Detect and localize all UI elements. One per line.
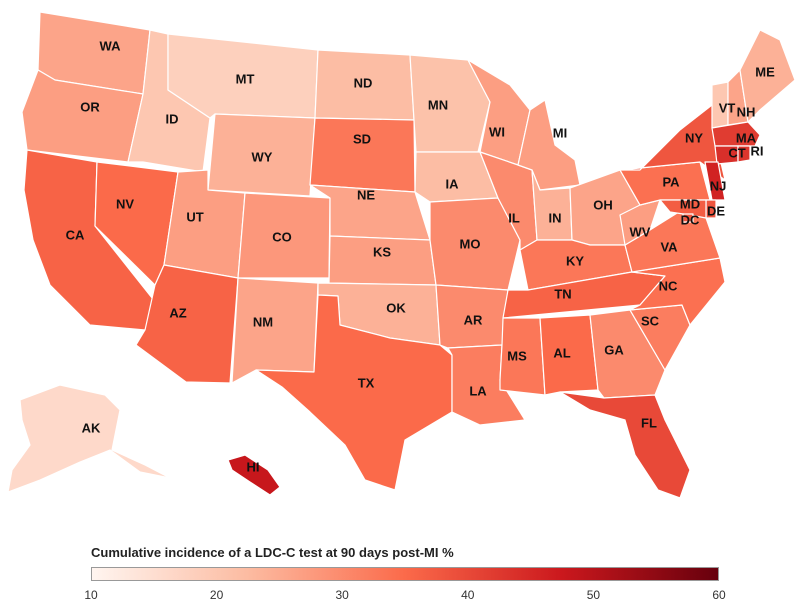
state-label-or: OR	[80, 99, 100, 114]
state-label-vt: VT	[719, 100, 736, 115]
state-label-tn: TN	[554, 286, 571, 301]
state-label-wa: WA	[100, 38, 122, 53]
state-label-md: MD	[680, 196, 700, 211]
state-labels: WA OR CA NV ID MT WY UT AZ CO NM ND SD NE KS OK TX MN IA MO…	[66, 38, 775, 474]
state-label-sd: SD	[353, 131, 371, 146]
state-ny	[619, 104, 726, 181]
state-nj	[704, 161, 726, 201]
state-ma	[711, 121, 761, 147]
state-ks	[328, 235, 437, 286]
legend-tick: 10	[84, 588, 98, 602]
state-az	[135, 264, 239, 384]
state-label-tx: TX	[358, 375, 375, 390]
state-label-oh: OH	[593, 197, 613, 212]
state-label-pa: PA	[662, 174, 680, 189]
legend-tick: 20	[209, 588, 224, 602]
state-label-ia: IA	[446, 176, 460, 191]
state-nm	[231, 277, 319, 384]
state-label-fl: FL	[641, 415, 657, 430]
state-label-nh: NH	[737, 104, 756, 119]
state-label-id: ID	[166, 111, 179, 126]
state-label-ca: CA	[66, 227, 85, 242]
state-label-hi: HI	[247, 459, 260, 474]
state-label-al: AL	[553, 345, 570, 360]
states-layer	[7, 11, 796, 499]
state-label-sc: SC	[641, 313, 660, 328]
state-label-ny: NY	[685, 130, 703, 145]
state-label-mn: MN	[428, 97, 448, 112]
state-label-ct: CT	[728, 145, 745, 160]
state-label-wv: WV	[630, 224, 651, 239]
state-label-il: IL	[508, 210, 520, 225]
state-label-ky: KY	[566, 253, 584, 268]
state-ak	[7, 384, 171, 493]
state-wy	[207, 113, 316, 197]
state-label-in: IN	[549, 210, 562, 225]
state-tx	[255, 294, 453, 491]
state-label-ri: RI	[751, 143, 764, 158]
state-label-ut: UT	[186, 209, 203, 224]
state-label-me: ME	[755, 64, 775, 79]
legend-tick: 60	[712, 588, 726, 602]
state-ri	[737, 145, 751, 163]
state-md	[659, 199, 707, 219]
legend-tick: 40	[461, 588, 475, 602]
state-label-nd: ND	[354, 75, 373, 90]
state-wv	[619, 199, 661, 246]
state-label-az: AZ	[169, 305, 186, 320]
choropleth-map: WA OR CA NV ID MT WY UT AZ CO NM ND SD NE KS OK TX MN IA MO…	[7, 11, 796, 499]
legend-color-bar	[91, 567, 719, 581]
state-label-nm: NM	[253, 314, 273, 329]
state-label-ms: MS	[507, 348, 527, 363]
state-label-mi: MI	[553, 125, 567, 140]
state-label-ga: GA	[604, 342, 624, 357]
state-label-ma: MA	[736, 130, 757, 145]
state-label-ar: AR	[464, 312, 483, 327]
state-sd	[309, 117, 416, 193]
state-label-nj: NJ	[710, 178, 727, 193]
state-label-ks: KS	[373, 244, 391, 259]
state-label-nv: NV	[116, 196, 134, 211]
state-hi	[227, 454, 281, 496]
state-label-ok: OK	[386, 300, 406, 315]
state-label-ne: NE	[357, 187, 375, 202]
state-dc	[682, 213, 694, 223]
state-label-mo: MO	[460, 236, 481, 251]
state-label-dc: DC	[681, 212, 700, 227]
state-nc	[629, 257, 726, 326]
state-label-wy: WY	[252, 149, 273, 164]
legend-title: Cumulative incidence of a LDC-C test at …	[91, 545, 454, 560]
state-label-va: VA	[660, 239, 678, 254]
state-fl	[559, 391, 691, 499]
state-label-la: LA	[469, 383, 487, 398]
state-label-wi: WI	[489, 124, 505, 139]
state-label-nc: NC	[659, 278, 678, 293]
legend-tick: 30	[335, 588, 349, 602]
legend-tick: 50	[586, 588, 601, 602]
state-label-ak: AK	[82, 420, 101, 435]
state-al	[539, 314, 599, 396]
state-label-mt: MT	[236, 71, 255, 86]
state-label-co: CO	[272, 229, 292, 244]
state-label-de: DE	[707, 203, 725, 218]
